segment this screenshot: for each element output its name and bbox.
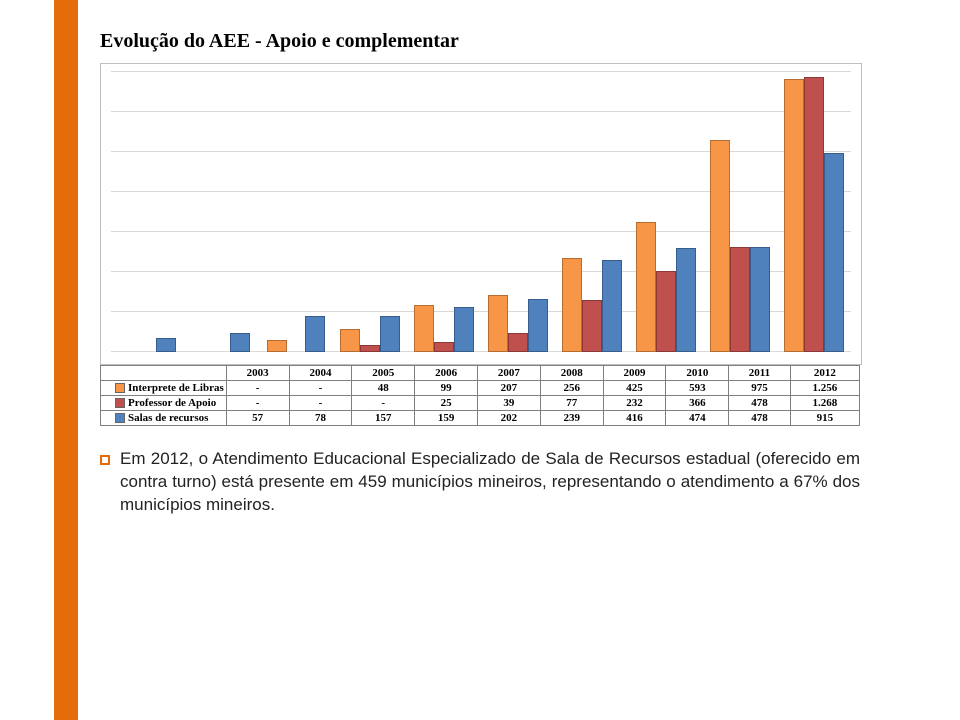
table-corner: [101, 366, 227, 381]
bar-group: [259, 72, 333, 352]
data-cell: 159: [415, 411, 478, 426]
data-cell: 239: [540, 411, 603, 426]
data-cell: 99: [415, 381, 478, 396]
data-cell: -: [226, 396, 289, 411]
bar-interprete: [488, 295, 508, 352]
bar-group: [703, 72, 777, 352]
year-header: 2003: [226, 366, 289, 381]
bullet-icon: [100, 455, 110, 465]
data-cell: 425: [603, 381, 666, 396]
data-table: 2003200420052006200720082009201020112012…: [100, 365, 860, 426]
data-cell: 1.256: [790, 381, 859, 396]
chart-area: [100, 63, 862, 365]
bar-professor: [730, 247, 750, 352]
bar-group: [777, 72, 851, 352]
bar-professor: [656, 271, 676, 352]
legend-swatch-icon: [115, 383, 125, 393]
series-label-text: Salas de recursos: [128, 412, 208, 424]
series-label: Professor de Apoio: [101, 396, 227, 411]
data-cell: 57: [226, 411, 289, 426]
data-cell: 39: [477, 396, 540, 411]
bar-group: [629, 72, 703, 352]
chart-title: Evolução do AEE - Apoio e complementar: [100, 30, 900, 53]
bar-salas: [676, 248, 696, 352]
series-label-text: Interprete de Libras: [128, 382, 224, 394]
data-cell: 593: [666, 381, 729, 396]
bar-interprete: [784, 79, 804, 352]
bar-professor: [434, 342, 454, 352]
bar-interprete: [710, 140, 730, 352]
series-label: Salas de recursos: [101, 411, 227, 426]
year-header: 2011: [729, 366, 790, 381]
data-cell: 157: [352, 411, 415, 426]
accent-bar: [54, 0, 78, 720]
data-cell: -: [289, 396, 352, 411]
data-cell: 975: [729, 381, 790, 396]
bar-salas: [380, 316, 400, 352]
body-paragraph: Em 2012, o Atendimento Educacional Espec…: [120, 448, 860, 517]
bar-salas: [230, 333, 250, 352]
bar-salas: [454, 307, 474, 353]
data-cell: 232: [603, 396, 666, 411]
bar-salas: [528, 299, 548, 352]
bar-interprete: [267, 340, 287, 352]
data-cell: 915: [790, 411, 859, 426]
bar-salas: [750, 247, 770, 352]
bar-group: [185, 72, 259, 352]
bar-salas: [305, 316, 325, 352]
bar-group: [555, 72, 629, 352]
series-label-text: Professor de Apoio: [128, 397, 216, 409]
bar-group: [333, 72, 407, 352]
legend-swatch-icon: [115, 398, 125, 408]
body-text: Em 2012, o Atendimento Educacional Espec…: [100, 448, 860, 517]
plot-area: [111, 72, 851, 352]
bar-group: [111, 72, 185, 352]
year-header: 2012: [790, 366, 859, 381]
data-cell: 474: [666, 411, 729, 426]
year-header: 2004: [289, 366, 352, 381]
bar-group: [481, 72, 555, 352]
legend-swatch-icon: [115, 413, 125, 423]
data-cell: 207: [477, 381, 540, 396]
year-header: 2005: [352, 366, 415, 381]
bar-interprete: [340, 329, 360, 352]
data-cell: 77: [540, 396, 603, 411]
bar-professor: [804, 77, 824, 352]
bar-groups: [111, 72, 851, 352]
data-cell: 366: [666, 396, 729, 411]
data-cell: 416: [603, 411, 666, 426]
data-cell: 256: [540, 381, 603, 396]
data-cell: -: [352, 396, 415, 411]
bar-interprete: [636, 222, 656, 352]
bar-interprete: [414, 305, 434, 352]
data-cell: 478: [729, 411, 790, 426]
bar-interprete: [562, 258, 582, 352]
slide-content: Evolução do AEE - Apoio e complementar 2…: [100, 30, 900, 517]
bar-professor: [508, 333, 528, 352]
data-cell: 478: [729, 396, 790, 411]
year-header: 2010: [666, 366, 729, 381]
bar-salas: [602, 260, 622, 352]
bar-professor: [360, 345, 380, 352]
data-cell: 202: [477, 411, 540, 426]
data-cell: 1.268: [790, 396, 859, 411]
year-header: 2009: [603, 366, 666, 381]
data-cell: -: [289, 381, 352, 396]
bar-salas: [156, 338, 176, 352]
year-header: 2007: [477, 366, 540, 381]
data-cell: 48: [352, 381, 415, 396]
bar-professor: [582, 300, 602, 352]
year-header: 2008: [540, 366, 603, 381]
data-cell: 25: [415, 396, 478, 411]
data-cell: 78: [289, 411, 352, 426]
series-label: Interprete de Libras: [101, 381, 227, 396]
bar-salas: [824, 153, 844, 352]
bar-group: [407, 72, 481, 352]
data-cell: -: [226, 381, 289, 396]
year-header: 2006: [415, 366, 478, 381]
